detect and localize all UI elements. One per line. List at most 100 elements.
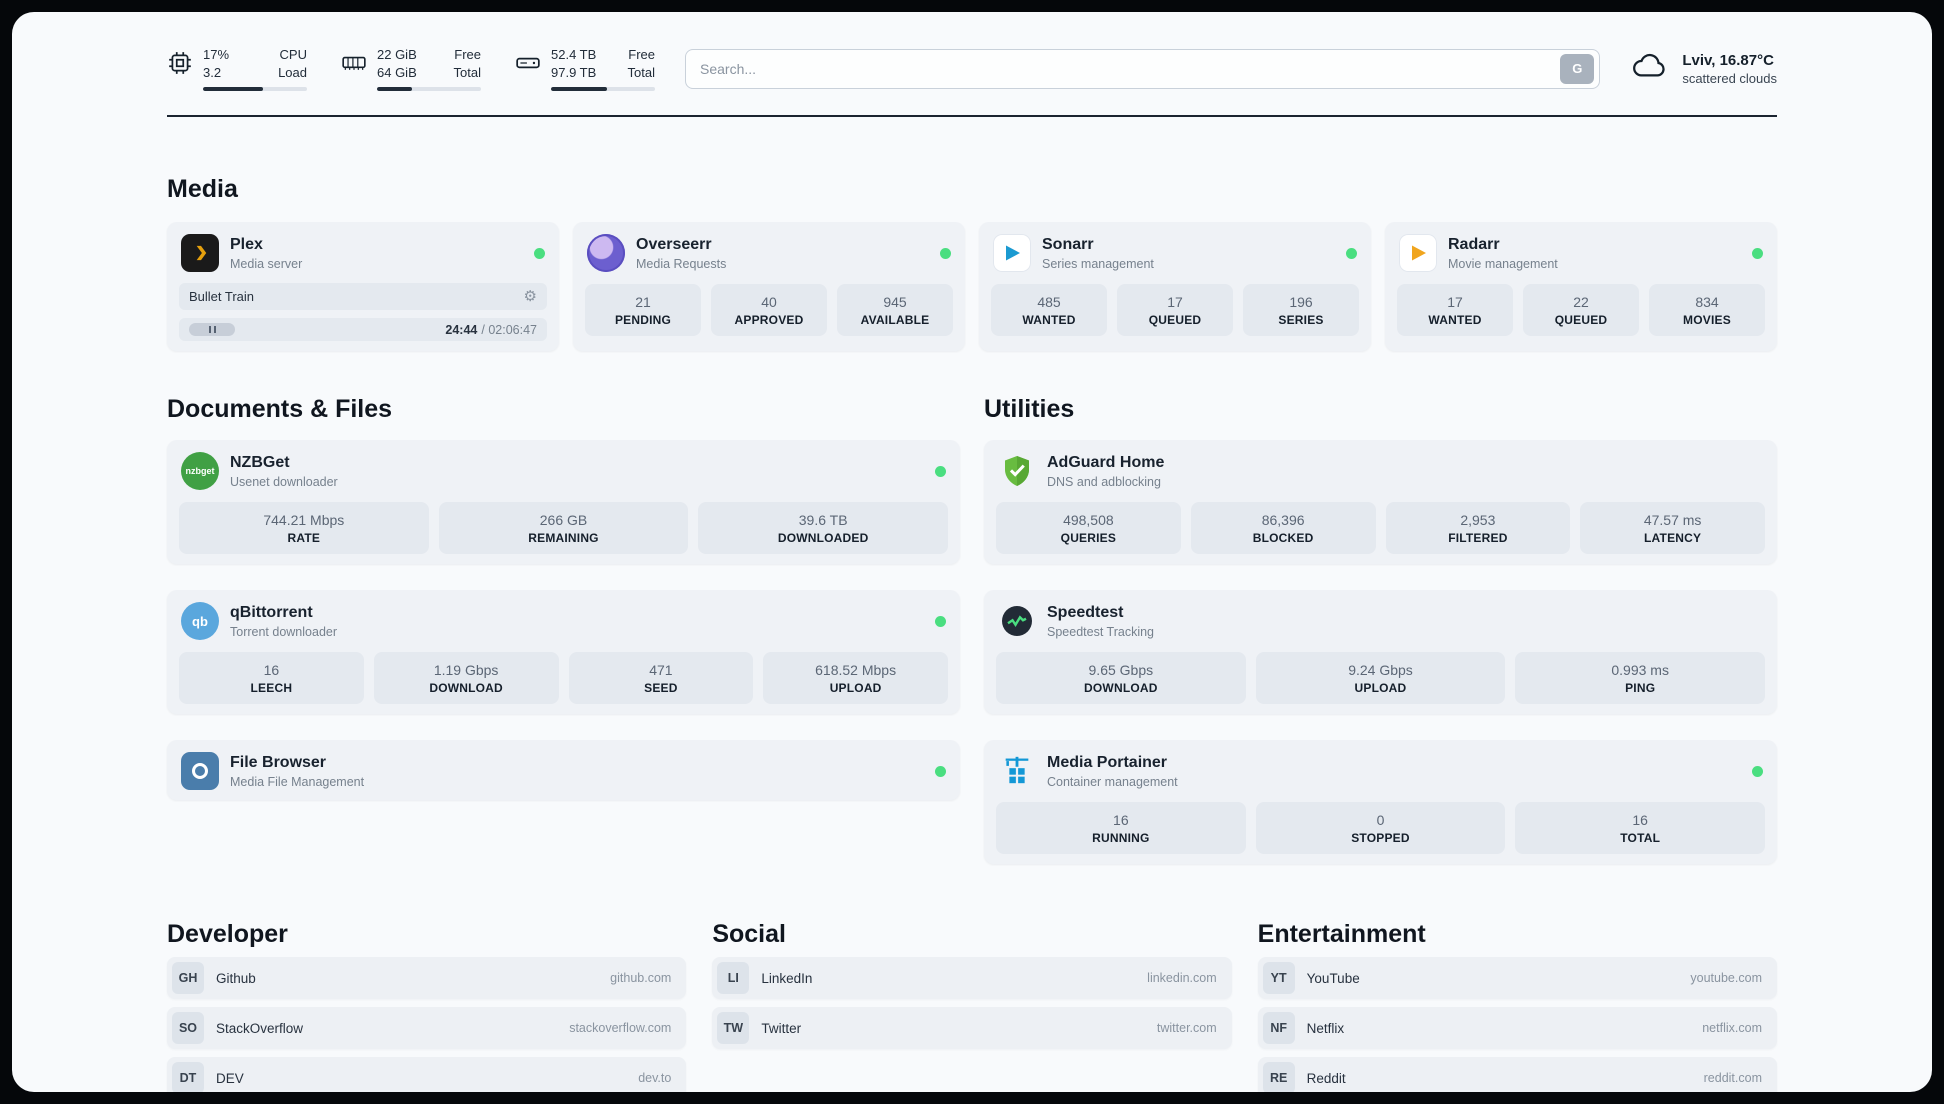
stat-label: WANTED [1428,312,1482,327]
bookmark-url: linkedin.com [1147,971,1217,986]
speedtest-link[interactable]: Speedtest Speedtest Tracking [996,600,1765,640]
plex-icon [181,234,219,273]
stat-label: PING [1625,680,1656,695]
stat-value: 471 [649,661,673,678]
cpu-labels: CPU Load [278,47,307,81]
bookmark-twitter[interactable]: TW Twitter twitter.com [712,1007,1232,1050]
bookmark-name: Github [216,970,256,986]
entertainment-bookmarks: Entertainment YT YouTube youtube.com NF … [1257,920,1777,1092]
radarr-icon [1399,234,1437,273]
social-title: Social [712,920,786,949]
weather-widget[interactable]: Lviv, 16.87°C scattered clouds [1630,51,1777,86]
sonarr-icon [993,234,1031,273]
search-engine-button[interactable]: G [1560,53,1595,84]
stat-tile: 40 APPROVED [711,284,827,337]
service-subtitle: Media server [230,256,303,271]
stat-label: AVAILABLE [860,312,930,327]
bookmark-url: github.com [610,971,672,986]
bookmark-name: Reddit [1306,1070,1346,1086]
stat-label: REMAINING [528,530,599,545]
filebrowser-card: File Browser Media File Management [167,740,960,801]
gear-icon[interactable]: ⚙ [523,288,537,306]
bookmark-dev[interactable]: DT DEV dev.to [167,1057,687,1092]
bookmark-name: StackOverflow [216,1020,304,1036]
dev-abbr-icon: DT [172,1062,204,1092]
stat-value: 196 [1289,293,1313,310]
stat-tile: 834 MOVIES [1649,284,1765,337]
stat-label: RATE [287,530,321,545]
time-current: 24:44 [445,322,478,337]
status-dot-online [935,465,946,477]
pause-icon[interactable] [189,323,235,337]
status-dot-online [1752,765,1763,777]
bookmark-github[interactable]: GH Github github.com [167,957,687,1000]
stat-tile: 21 PENDING [585,284,701,337]
cpu-metric: 17% 3.2 CPU Load [167,46,307,92]
service-subtitle: Torrent downloader [230,624,338,639]
portainer-link[interactable]: Media Portainer Container management [996,750,1765,790]
service-name: Plex [230,235,263,253]
stat-value: 1.19 Gbps [433,661,499,678]
overseerr-link[interactable]: Overseerr Media Requests [585,232,953,273]
bookmark-youtube[interactable]: YT YouTube youtube.com [1257,957,1777,1000]
dashboard-page: 17% 3.2 CPU Load 22 GiB 64 G [12,12,1932,1092]
sonarr-link[interactable]: Sonarr Series management [991,232,1359,273]
status-dot-online [940,247,951,259]
stat-label: DOWNLOAD [1084,680,1158,695]
stat-tile: 266 GB REMAINING [438,502,689,555]
stat-tile: 17 QUEUED [1117,284,1233,337]
disk-labels: Free Total [627,47,655,81]
stat-value: 0.993 ms [1611,661,1669,678]
service-subtitle: DNS and adblocking [1047,474,1161,489]
service-name: AdGuard Home [1047,453,1165,471]
stat-value: 945 [883,293,907,310]
stat-value: 2,953 [1460,511,1496,528]
stat-label: DOWNLOAD [429,680,503,695]
bookmark-reddit[interactable]: RE Reddit reddit.com [1257,1057,1777,1092]
portainer-crane-icon [998,752,1036,790]
stat-value: 47.57 ms [1643,511,1702,528]
adguard-link[interactable]: AdGuard Home DNS and adblocking [996,450,1765,490]
speedtest-icon [998,602,1036,640]
stat-tile: 498,508 QUERIES [996,502,1181,555]
service-subtitle: Usenet downloader [230,474,338,489]
disk-metric: 52.4 TB 97.9 TB Free Total [515,46,655,92]
filebrowser-link[interactable]: File Browser Media File Management [179,750,948,791]
nzbget-icon: nzbget [181,452,219,491]
playback-time: 24:44/ 02:06:47 [445,323,537,337]
stat-label: QUEUED [1554,312,1608,327]
bookmark-stackoverflow[interactable]: SO StackOverflow stackoverflow.com [167,1007,687,1050]
bookmark-netflix[interactable]: NF Netflix netflix.com [1257,1007,1777,1050]
stat-tile: 744.21 Mbps RATE [179,502,429,555]
header: 17% 3.2 CPU Load 22 GiB 64 G [167,46,1777,92]
qbittorrent-link[interactable]: qb qBittorrent Torrent downloader [179,600,948,641]
entertainment-title: Entertainment [1257,920,1426,949]
twitter-abbr-icon: TW [717,1012,750,1045]
stat-tile: 485 WANTED [991,284,1107,337]
search-input[interactable] [700,60,1561,77]
nzbget-link[interactable]: nzbget NZBGet Usenet downloader [179,450,948,491]
stat-tile: 17 WANTED [1397,284,1513,337]
netflix-abbr-icon: NF [1262,1012,1295,1045]
adguard-shield-icon [998,452,1036,490]
search-bar[interactable]: G [685,48,1601,89]
radarr-link[interactable]: Radarr Movie management [1397,232,1765,273]
stat-label: DOWNLOADED [777,530,869,545]
stat-tile: 618.52 Mbps UPLOAD [763,652,948,705]
stat-label: TOTAL [1620,830,1661,845]
disk-progress-bar [551,87,655,92]
plex-link[interactable]: Plex Media server [179,232,547,273]
stat-value: 16 [263,661,280,678]
bookmarks-section: Developer GH Github github.com SO StackO… [167,920,1777,1092]
stat-tile: 945 AVAILABLE [837,284,953,337]
now-playing-bar: Bullet Train ⚙ [179,283,547,311]
stat-value: 17 [1167,293,1183,310]
portainer-card: Media Portainer Container management 16 R… [984,740,1777,865]
stat-label: PENDING [614,312,672,327]
bookmark-url: dev.to [638,1071,672,1086]
stackoverflow-abbr-icon: SO [172,1012,204,1045]
ram-values: 22 GiB 64 GiB [377,47,417,81]
stat-tile: 196 SERIES [1243,284,1359,337]
bookmark-linkedin[interactable]: LI LinkedIn linkedin.com [712,957,1232,1000]
utilities-section-title: Utilities [984,395,1075,424]
